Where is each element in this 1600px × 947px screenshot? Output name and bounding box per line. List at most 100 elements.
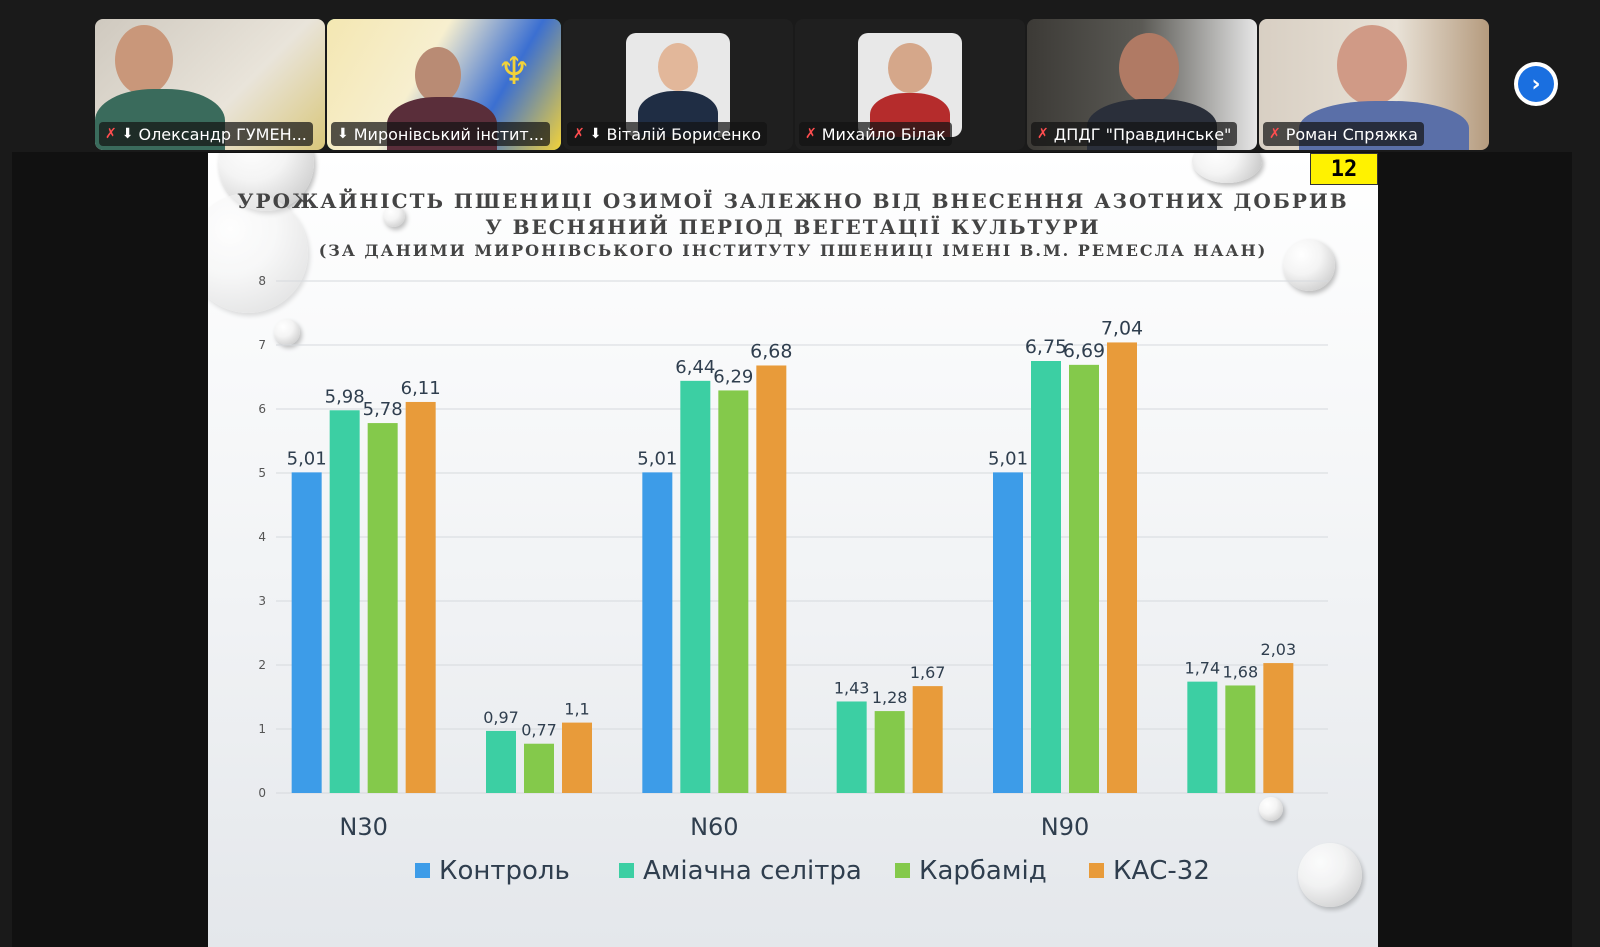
bar — [1107, 342, 1137, 793]
data-label: 1,68 — [1223, 662, 1259, 681]
coat-of-arms-icon: ♆ — [496, 49, 532, 93]
bar — [1187, 681, 1218, 793]
legend-swatch — [415, 863, 430, 878]
slide-title-line-2: У ВЕСНЯНИЙ ПЕРІОД ВЕГЕТАЦІЇ КУЛЬТУРИ — [485, 215, 1101, 239]
bar — [912, 686, 943, 793]
mic-muted-icon: ✗ — [805, 126, 817, 142]
bar — [1031, 361, 1061, 793]
legend-label: Карбамід — [919, 856, 1047, 886]
bar — [756, 365, 787, 793]
participant-nameplate: ✗ Михайло Білак — [799, 122, 952, 146]
bar — [836, 701, 867, 793]
data-label: 0,97 — [483, 708, 519, 727]
data-label: 1,67 — [910, 663, 946, 682]
bar — [291, 472, 322, 793]
data-label: 6,44 — [675, 357, 715, 378]
participant-name: ДПДГ "Правдинське" — [1053, 124, 1232, 144]
participant-nameplate: ✗ ДПДГ "Правдинське" — [1031, 122, 1238, 146]
chevron-right-icon: › — [1518, 66, 1554, 102]
legend-label: Аміачна селітра — [643, 856, 862, 886]
y-tick-label: 0 — [258, 786, 266, 800]
y-tick-label: 3 — [258, 594, 266, 608]
data-label: 5,78 — [363, 399, 403, 420]
data-label: 5,01 — [287, 448, 327, 469]
bar — [562, 722, 592, 793]
bar — [405, 401, 436, 793]
y-tick-label: 5 — [258, 466, 266, 480]
bar — [718, 390, 749, 793]
legend-swatch — [895, 863, 910, 878]
bar — [642, 472, 673, 793]
bar — [1069, 364, 1099, 793]
bar — [1225, 685, 1256, 793]
participant-nameplate: ✗ Роман Спряжка — [1263, 122, 1424, 146]
participant-strip: ✗ ⬇ Олександр ГУМЕН... ♆ ⬇ Миронівський … — [0, 0, 1600, 152]
mic-muted-icon: ✗ — [105, 126, 117, 142]
participant-tile[interactable]: ✗ ⬇ Олександр ГУМЕН... — [95, 19, 325, 150]
next-page-button[interactable]: › — [1514, 62, 1558, 106]
data-label: 1,1 — [564, 700, 589, 719]
data-label: 5,01 — [637, 448, 677, 469]
participant-name: Миронівський інстит... — [353, 124, 544, 144]
bar — [1263, 663, 1294, 793]
bar-chart: 0 1 2 3 4 5 6 7 8 5,01 5,985,786,11 N30 0,970,77 1,1 5… — [258, 274, 1328, 886]
y-tick-label: 4 — [258, 530, 266, 544]
mic-muted-icon: ✗ — [1269, 126, 1281, 142]
participant-nameplate: ✗ ⬇ Олександр ГУМЕН... — [99, 122, 313, 146]
y-tick-label: 1 — [258, 722, 266, 736]
participant-tile[interactable]: ✗ Михайло Білак — [795, 19, 1025, 150]
legend-label: КАС-32 — [1113, 856, 1210, 886]
participant-nameplate: ⬇ Миронівський інстит... — [331, 122, 550, 146]
participant-name: Михайло Білак — [821, 124, 946, 144]
data-label: 1,43 — [834, 678, 870, 697]
bar — [993, 472, 1023, 793]
pin-icon: ⬇ — [337, 126, 349, 142]
bar — [524, 743, 554, 793]
mic-muted-icon: ✗ — [573, 126, 585, 142]
x-category-label: N60 — [690, 813, 739, 841]
x-category-label: N90 — [1041, 813, 1090, 841]
participant-name: Олександр ГУМЕН... — [138, 124, 307, 144]
data-label: 7,04 — [1101, 317, 1143, 339]
participant-video — [115, 25, 173, 95]
data-label: 6,69 — [1063, 340, 1105, 362]
legend-swatch — [619, 863, 634, 878]
bar — [329, 410, 360, 793]
data-label: 0,77 — [521, 721, 557, 740]
data-label: 5,98 — [325, 386, 365, 407]
data-label: 1,28 — [872, 688, 908, 707]
slide-number-badge: 12 — [1310, 153, 1378, 185]
bar — [367, 423, 398, 793]
x-category-label: N30 — [339, 813, 388, 841]
participant-nameplate: ✗ ⬇ Віталій Борисенко — [567, 122, 768, 146]
mic-muted-icon: ✗ — [1037, 126, 1049, 142]
bar — [874, 711, 905, 793]
presentation-slide: 12 УРОЖАЙНІСТЬ ПШЕНИЦІ ОЗИМОЇ ЗАЛЕЖНО ВІ… — [208, 153, 1378, 947]
slide-title-line-1: УРОЖАЙНІСТЬ ПШЕНИЦІ ОЗИМОЇ ЗАЛЕЖНО ВІД В… — [237, 189, 1349, 213]
participant-tile[interactable]: ✗ ДПДГ "Правдинське" — [1027, 19, 1257, 150]
data-label: 6,75 — [1025, 336, 1067, 358]
participant-avatar — [858, 33, 962, 137]
data-label: 6,68 — [750, 340, 792, 362]
participant-video — [1337, 25, 1407, 105]
data-label: 1,74 — [1185, 659, 1221, 678]
participant-avatar — [626, 33, 730, 137]
y-tick-label: 8 — [258, 274, 266, 288]
bar — [680, 380, 711, 793]
legend-swatch — [1089, 863, 1104, 878]
data-label: 6,29 — [713, 366, 753, 387]
slide-subtitle: (ЗА ДАНИМИ МИРОНІВСЬКОГО ІНСТИТУТУ ПШЕНИ… — [318, 241, 1268, 260]
participant-name: Роман Спряжка — [1285, 124, 1418, 144]
pin-icon: ⬇ — [589, 126, 602, 142]
pin-icon: ⬇ — [121, 126, 134, 142]
y-tick-label: 6 — [258, 402, 266, 416]
y-tick-label: 7 — [258, 338, 266, 352]
data-label: 2,03 — [1261, 640, 1297, 659]
bar — [486, 730, 516, 793]
participant-video — [1119, 33, 1179, 103]
participant-tile[interactable]: ✗ Роман Спряжка — [1259, 19, 1489, 150]
participant-tile-active[interactable]: ♆ ⬇ Миронівський інстит... — [327, 19, 561, 150]
participant-video — [415, 47, 461, 103]
participant-tile[interactable]: ✗ ⬇ Віталій Борисенко — [563, 19, 793, 150]
participant-name: Віталій Борисенко — [606, 124, 762, 144]
